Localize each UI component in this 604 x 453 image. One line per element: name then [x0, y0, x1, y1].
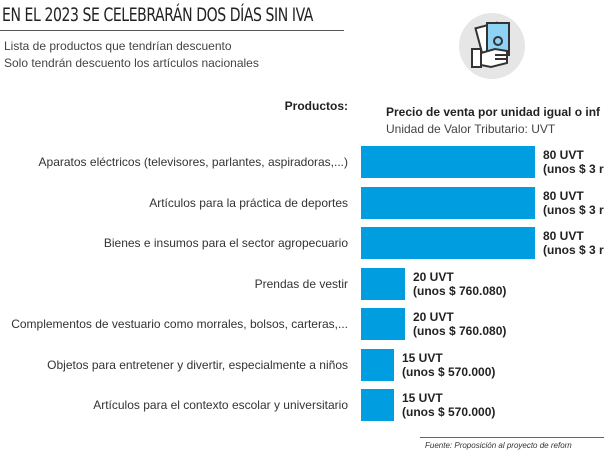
category-label: Artículos para el contexto escolar y uni… — [93, 398, 348, 412]
chart-subtitle: Unidad de Valor Tributario: UVT — [386, 122, 556, 136]
uvt-label: 15 UVT — [402, 391, 443, 405]
bar — [361, 267, 405, 300]
uvt-label: 20 UVT — [413, 269, 454, 284]
bar — [361, 389, 394, 421]
price-label: (unos $ 3 r — [543, 202, 604, 217]
category-label: Artículos para la práctica de deportes — [149, 195, 348, 210]
value-label: 80 UVT (unos $ 3 r — [543, 229, 604, 257]
page-title: EN EL 2023 SE CELEBRARÁN DOS DÍAS SIN IV… — [2, 4, 313, 26]
value-label: 80 UVT (unos $ 3 r — [543, 189, 604, 217]
category-label: Prendas de vestir — [254, 276, 348, 291]
source-divider — [420, 437, 604, 438]
uvt-label: 15 UVT — [402, 350, 443, 365]
uvt-label: 80 UVT — [543, 229, 584, 243]
uvt-label: 20 UVT — [413, 310, 454, 324]
price-label: (unos $ 760.080) — [413, 324, 507, 338]
title-divider — [0, 30, 344, 31]
money-in-hand-icon — [459, 13, 525, 79]
category-label: Complementos de vestuario como morrales,… — [11, 317, 348, 331]
price-label: (unos $ 570.000) — [402, 405, 496, 419]
category-label: Objetos para entretener y divertir, espe… — [47, 357, 348, 372]
chart-title: Precio de venta por unidad igual o inf — [386, 105, 601, 119]
price-label: (unos $ 3 r — [543, 243, 604, 257]
category-label: Aparatos eléctricos (televisores, parlan… — [38, 155, 348, 169]
source-note: Fuente: Proposición al proyecto de refor… — [425, 441, 572, 450]
category-label: Bienes e insumos para el sector agropecu… — [103, 236, 348, 250]
bar — [361, 308, 405, 340]
subtitle-1: Lista de productos que tendrían descuent… — [4, 39, 232, 53]
products-header: Productos: — [284, 99, 348, 113]
value-label: 20 UVT (unos $ 760.080) — [413, 310, 506, 338]
value-label: 20 UVT (unos $ 760.080) — [413, 270, 506, 298]
bar — [361, 348, 394, 381]
price-label: (unos $ 760.080) — [413, 283, 507, 298]
price-label: (unos $ 3 r — [543, 162, 604, 176]
price-label: (unos $ 570.000) — [402, 364, 496, 379]
bar — [361, 146, 535, 178]
uvt-label: 80 UVT — [543, 188, 584, 203]
value-label: 80 UVT (unos $ 3 r — [543, 148, 604, 176]
subtitle-2: Solo tendrán descuento los artículos nac… — [4, 56, 259, 70]
bar — [361, 227, 535, 259]
bar — [361, 186, 535, 219]
value-label: 15 UVT (unos $ 570.000) — [402, 391, 495, 419]
value-label: 15 UVT (unos $ 570.000) — [402, 351, 495, 379]
uvt-label: 80 UVT — [543, 148, 584, 162]
